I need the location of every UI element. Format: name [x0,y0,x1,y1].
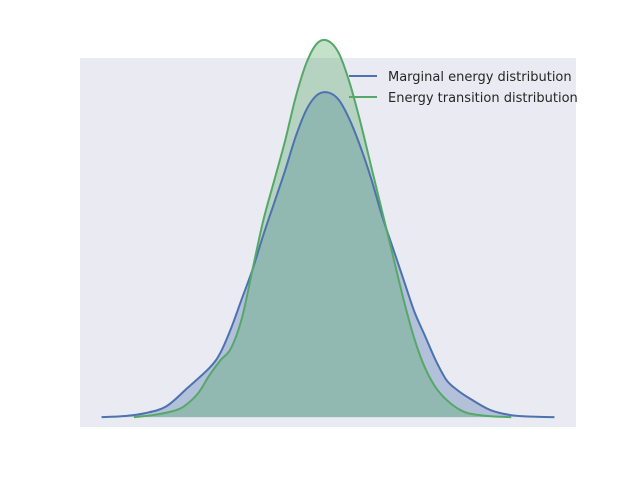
legend-label-marginal: Marginal energy distribution [388,70,572,85]
plot-background [80,58,576,427]
area-fill-transition [133,39,512,418]
series-layer [101,38,555,419]
series-line-marginal [101,91,555,419]
area-fill-marginal [101,92,555,418]
legend: Marginal energy distribution Energy tran… [349,70,578,106]
legend-label-transition: Energy transition distribution [388,91,578,106]
series-line-transition [133,38,512,419]
